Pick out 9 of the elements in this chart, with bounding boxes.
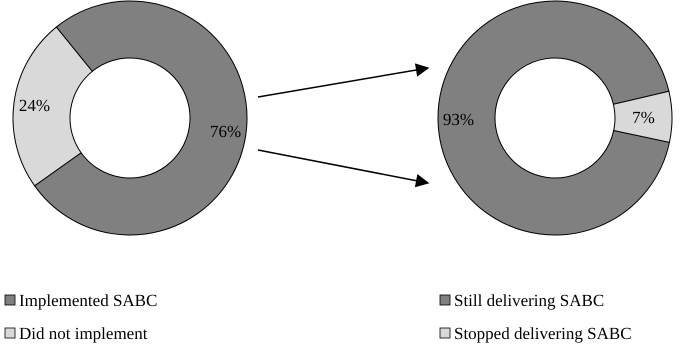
legend-label: Did not implement <box>19 324 148 343</box>
donut-slice <box>438 0 670 236</box>
legend-label: Stopped delivering SABC <box>454 324 632 343</box>
data-label: 24% <box>18 96 50 115</box>
data-label: 93% <box>442 110 474 129</box>
legend-label: Implemented SABC <box>19 290 158 310</box>
legend-label: Still delivering SABC <box>454 290 604 310</box>
data-label: 7% <box>632 108 655 128</box>
data-label: 76% <box>210 122 242 142</box>
